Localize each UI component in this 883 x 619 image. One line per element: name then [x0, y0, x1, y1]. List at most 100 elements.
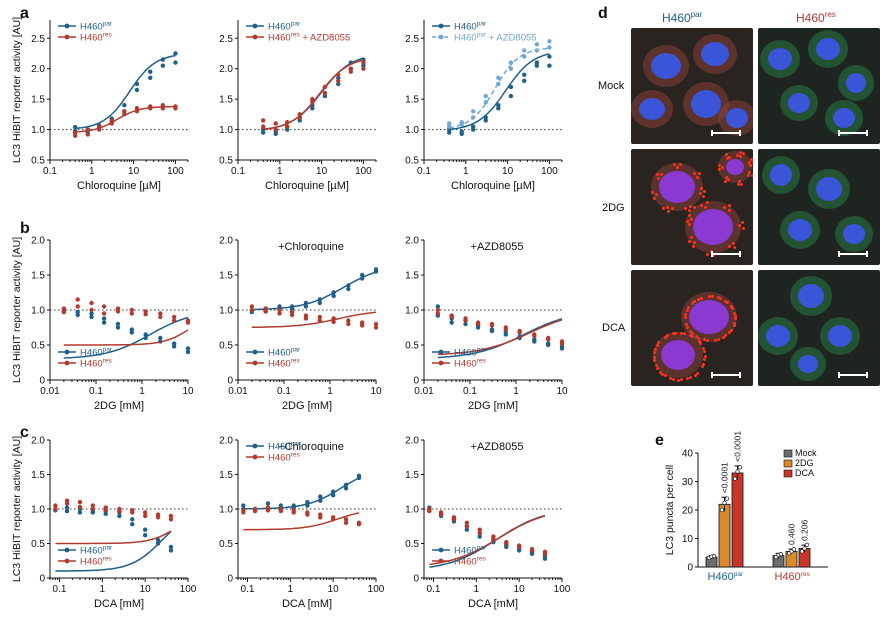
lc3-punctum — [655, 343, 659, 347]
data-point — [77, 510, 83, 515]
data-point — [336, 78, 341, 84]
lc3-punctum — [699, 191, 703, 195]
lc3-punctum — [693, 171, 696, 175]
x-tick-label: 0.01 — [228, 386, 248, 397]
data-point — [346, 318, 351, 323]
data-point — [343, 520, 349, 525]
legend-swatch — [783, 449, 793, 458]
data-point — [318, 498, 323, 503]
legend-marker — [64, 558, 70, 564]
data-point — [160, 63, 166, 68]
x-axis-label: Chloroquine [µM] — [77, 180, 161, 192]
data-point — [310, 106, 315, 111]
x-tick-label: 10 — [128, 166, 140, 177]
data-point — [173, 106, 178, 111]
data-point — [249, 307, 255, 313]
lc3-punctum — [737, 224, 741, 228]
data-point — [90, 503, 96, 508]
lc3-punctum — [702, 195, 705, 199]
group-label: H460res — [775, 571, 811, 583]
legend-marker — [64, 547, 70, 553]
data-point — [534, 42, 540, 47]
lc3-punctum — [736, 154, 740, 157]
x-tick-label: 10 — [328, 584, 340, 595]
y-tick-label: 1.5 — [31, 271, 45, 282]
chart-title: +AZD8055 — [471, 441, 524, 453]
y-tick-label: 1.0 — [405, 125, 419, 136]
lc3-punctum — [655, 172, 659, 176]
scale-bar — [711, 130, 741, 136]
chart-c1: 0 0.5 1.0 1.5 2.0 0.1 1 10 100 DCA [mM] LC3 HiBIT … — [11, 436, 197, 611]
data-point — [361, 63, 366, 68]
data-point — [464, 527, 470, 532]
data-point — [483, 115, 488, 120]
lc3-punctum — [716, 296, 720, 300]
data-point — [489, 328, 495, 334]
x-tick-label: 1 — [288, 584, 294, 595]
lc3-punctum — [696, 175, 700, 179]
legend-label: H460par — [454, 347, 487, 359]
data-point — [129, 330, 134, 335]
data-point — [75, 304, 80, 309]
chart-a2: 0.5 1.0 1.5 2.0 2.5 0.1 1 10 100 Chloroquine [µM]… — [219, 20, 377, 192]
nucleus — [846, 73, 866, 93]
lc3-punctum — [674, 331, 678, 335]
column-title-res: H460res — [796, 10, 836, 25]
lc3-punctum — [714, 338, 717, 342]
x-axis-label: 2DG [mM] — [468, 400, 518, 412]
data-point — [134, 106, 140, 111]
lc3-punctum — [741, 226, 745, 230]
legend-marker — [252, 34, 258, 40]
y-tick-label: 0.5 — [31, 156, 45, 167]
data-point — [475, 321, 481, 327]
data-point — [305, 512, 310, 517]
data-point — [109, 121, 114, 126]
legend-label: Mock — [795, 448, 817, 458]
data-point — [75, 297, 80, 302]
data-point — [446, 124, 452, 129]
x-tick-label: 100 — [180, 584, 197, 595]
data-point — [89, 311, 94, 316]
data-point — [277, 304, 282, 309]
nucleus — [701, 42, 729, 66]
lc3-punctum — [657, 341, 661, 345]
x-tick-label: 0.1 — [89, 386, 103, 397]
data-point — [373, 269, 379, 274]
legend-marker — [252, 443, 258, 449]
lc3-punctum — [680, 331, 684, 335]
data-point — [451, 517, 457, 522]
data-point — [463, 321, 468, 327]
y-tick-label: 0.5 — [219, 539, 233, 550]
chart-b3: 0 0.5 1.0 1.5 2.0 0.01 0.1 1 10 2DG [mM] +AZD8055 H… — [405, 236, 568, 413]
data-point — [185, 320, 191, 325]
data-point — [361, 60, 366, 65]
data-point — [346, 321, 351, 327]
nucleus — [816, 38, 840, 60]
fit-curve — [63, 329, 189, 346]
chart-c3: 0 0.5 1.0 1.5 2.0 0.1 1 10 100 DCA [mM] +AZD8055 H4… — [405, 436, 571, 611]
data-point — [496, 75, 501, 81]
lc3-punctum — [688, 333, 692, 337]
lc3-punctum — [690, 236, 693, 239]
data-point — [61, 306, 67, 311]
y-tick-label: 1.5 — [219, 271, 233, 282]
data-point — [278, 503, 284, 508]
data-point — [148, 75, 153, 81]
data-point — [89, 314, 94, 320]
fit-curve — [243, 477, 360, 510]
lc3-punctum — [655, 366, 659, 370]
x-tick-label: 10 — [182, 386, 194, 397]
lc3-punctum — [726, 301, 730, 305]
y-tick-label: 2.5 — [219, 34, 233, 45]
lc3-punctum — [736, 183, 740, 187]
legend-label: H460par — [80, 21, 113, 33]
data-point — [303, 300, 309, 306]
x-tick-label: 0.1 — [241, 584, 255, 595]
scale-bar — [838, 372, 868, 378]
scale-bar — [838, 130, 868, 136]
nucleus — [798, 284, 824, 308]
legend-label: H460par — [268, 21, 301, 33]
lc3-punctum — [702, 338, 706, 342]
data-point — [115, 325, 121, 330]
lc3-punctum — [731, 307, 735, 311]
